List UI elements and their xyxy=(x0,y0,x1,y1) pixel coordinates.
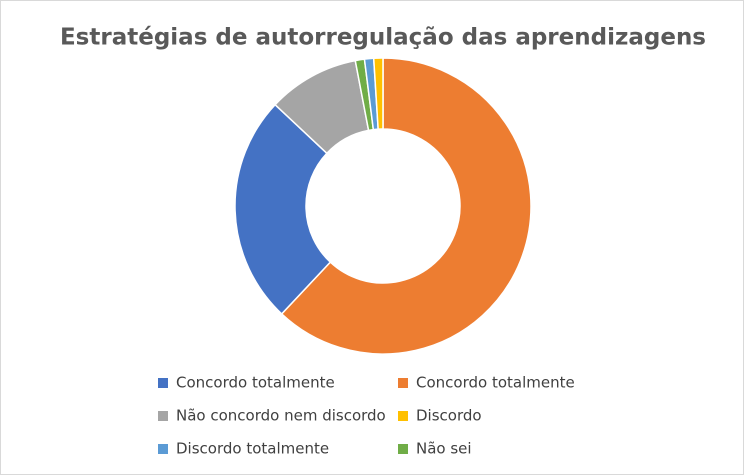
legend-swatch xyxy=(158,378,168,388)
donut-slice xyxy=(372,57,384,130)
legend-swatch xyxy=(158,444,168,454)
legend-label: Discordo totalmente xyxy=(176,440,329,458)
legend-label: Não sei xyxy=(416,440,472,458)
chart-title: Estratégias de autorregulação das aprend… xyxy=(60,25,706,51)
legend-swatch xyxy=(398,444,408,454)
donut-slice xyxy=(234,103,332,315)
legend-box xyxy=(140,364,626,468)
legend-label: Concordo totalmente xyxy=(176,374,335,392)
donut-slice xyxy=(280,57,532,355)
legend-label: Discordo xyxy=(416,407,482,425)
legend-swatch xyxy=(158,411,168,421)
legend-label: Concordo totalmente xyxy=(416,374,575,392)
legend-label: Não concordo nem discordo xyxy=(176,407,386,425)
legend-swatch xyxy=(398,378,408,388)
legend-swatch xyxy=(398,411,408,421)
